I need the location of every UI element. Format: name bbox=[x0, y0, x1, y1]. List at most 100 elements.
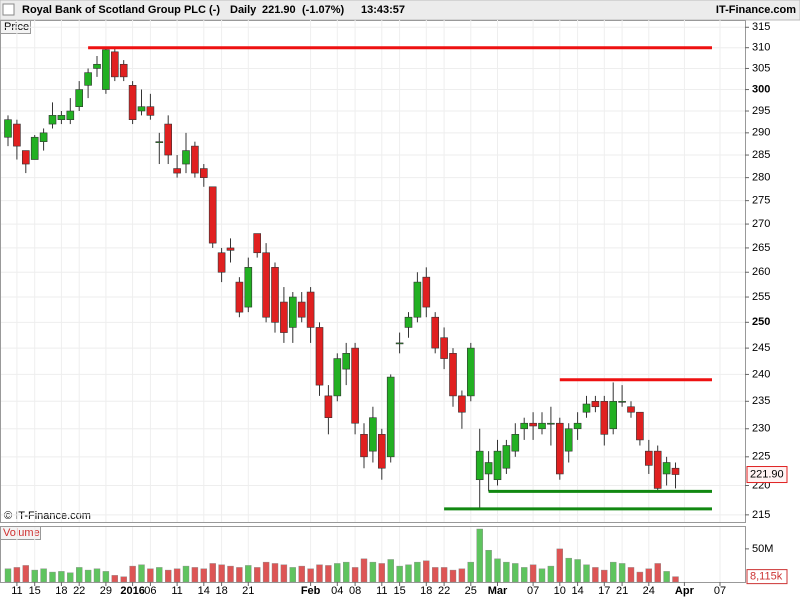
candle-body bbox=[262, 252, 270, 318]
volume-bar bbox=[574, 559, 581, 583]
source: IT-Finance.com bbox=[716, 4, 796, 16]
volume-bar bbox=[120, 576, 127, 583]
candle-body bbox=[182, 150, 190, 165]
volume-bar bbox=[610, 561, 617, 583]
candle-body bbox=[226, 247, 235, 251]
candle-body bbox=[529, 422, 537, 427]
x-tick-label: 11 bbox=[171, 585, 182, 597]
y-tick-label: 260 bbox=[752, 266, 770, 278]
candle-body bbox=[440, 337, 448, 359]
candle-body bbox=[137, 106, 146, 112]
candle-body bbox=[582, 403, 591, 413]
x-tick-label: 21 bbox=[616, 585, 628, 597]
volume-bar bbox=[334, 563, 341, 583]
candle-body bbox=[208, 186, 217, 244]
volume-bar bbox=[601, 569, 608, 583]
candle-body bbox=[520, 422, 529, 430]
candle-body bbox=[217, 252, 226, 273]
volume-bar bbox=[93, 568, 101, 583]
candle-body bbox=[502, 445, 511, 469]
price-panel bbox=[0, 20, 746, 523]
candle-body bbox=[547, 422, 555, 425]
y-tick-label: 265 bbox=[752, 242, 770, 254]
candle-body bbox=[102, 49, 110, 90]
volume-bar bbox=[13, 567, 21, 583]
x-tick-label: 25 bbox=[465, 585, 477, 597]
candle-body bbox=[404, 316, 413, 328]
candle-body bbox=[386, 376, 395, 458]
volume-label: Volume bbox=[3, 527, 40, 539]
volume-bar bbox=[636, 571, 644, 583]
candle-body bbox=[315, 327, 324, 386]
volume-bar bbox=[476, 528, 483, 583]
candle-body bbox=[146, 106, 155, 116]
last-price-box bbox=[746, 466, 788, 484]
candle-body bbox=[297, 301, 306, 318]
x-tick-label: 2016 bbox=[120, 585, 144, 597]
candle-body bbox=[288, 296, 297, 328]
x-tick-label: 14 bbox=[198, 585, 210, 597]
volume-bar bbox=[227, 565, 234, 583]
candle-body bbox=[280, 301, 288, 333]
volume-bar bbox=[102, 571, 110, 583]
candle-body bbox=[191, 145, 199, 174]
volume-bar bbox=[414, 561, 421, 583]
y-tick-label: 245 bbox=[752, 342, 770, 354]
volume-bar bbox=[378, 563, 385, 583]
candle-body bbox=[111, 51, 119, 78]
volume-bar bbox=[49, 571, 56, 583]
volume-bar bbox=[432, 567, 439, 583]
y-tick-label: 315 bbox=[752, 21, 770, 33]
x-tick-label: 18 bbox=[215, 585, 227, 597]
candle-body bbox=[511, 434, 520, 452]
last-price: 221.90 bbox=[262, 4, 296, 16]
candle-body bbox=[618, 401, 626, 403]
x-tick-label: 18 bbox=[420, 585, 432, 597]
x-tick-label: 07 bbox=[714, 585, 726, 597]
y-tick-label: 305 bbox=[752, 62, 770, 74]
volume-bar bbox=[245, 565, 252, 583]
y-tick-label: 255 bbox=[752, 291, 770, 303]
candle-body bbox=[4, 119, 12, 138]
candle-body bbox=[324, 395, 333, 419]
x-tick-label: 10 bbox=[554, 585, 566, 597]
y-tick-label: 275 bbox=[752, 195, 770, 207]
candle-body bbox=[449, 353, 457, 397]
volume-bar bbox=[449, 569, 457, 583]
x-tick-label: 24 bbox=[643, 585, 655, 597]
copyright: © IT-Finance.com bbox=[4, 510, 91, 522]
candle-body bbox=[644, 450, 653, 466]
volume-bar bbox=[592, 567, 599, 583]
candle-body bbox=[431, 316, 440, 349]
candle-body bbox=[627, 406, 635, 413]
volume-bar bbox=[440, 567, 448, 583]
y-tick-label: 290 bbox=[752, 127, 770, 139]
volume-bar bbox=[173, 568, 181, 583]
volume-bar bbox=[271, 563, 279, 583]
candle-body bbox=[422, 276, 431, 308]
chart-title: Royal Bank of Scotland Group PLC (-) bbox=[22, 4, 220, 16]
volume-bar bbox=[147, 568, 154, 583]
volume-bar bbox=[129, 565, 136, 583]
volume-bar bbox=[164, 569, 172, 583]
candle-body bbox=[538, 422, 546, 430]
y-tick-label: 215 bbox=[752, 509, 770, 521]
candle-body bbox=[75, 89, 83, 107]
candle-body bbox=[591, 401, 600, 408]
candle-body bbox=[351, 347, 359, 424]
candle-body bbox=[369, 417, 377, 452]
candle-body bbox=[377, 434, 386, 469]
volume-bar bbox=[289, 567, 296, 583]
volume-bar bbox=[40, 568, 47, 583]
candle-body bbox=[200, 168, 208, 178]
x-tick-label: 29 bbox=[100, 585, 112, 597]
x-tick-label: 06 bbox=[144, 585, 156, 597]
candle-body bbox=[636, 411, 644, 441]
y-tick-label: 250 bbox=[752, 316, 770, 328]
header-icon[interactable] bbox=[2, 3, 15, 16]
volume-bar bbox=[672, 576, 679, 583]
x-tick-label: Apr bbox=[675, 585, 695, 597]
volume-bar bbox=[458, 568, 466, 583]
volume-bar bbox=[529, 564, 537, 583]
